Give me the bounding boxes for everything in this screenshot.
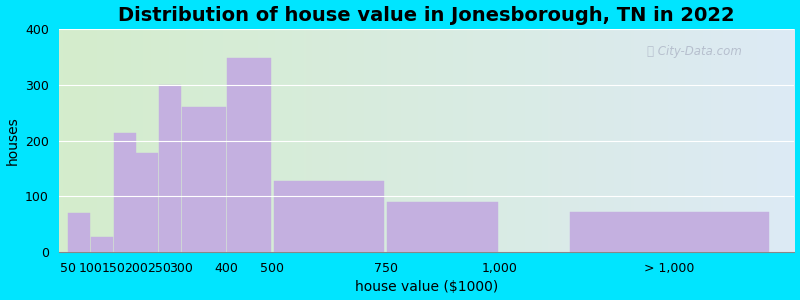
Bar — [274, 181, 384, 252]
Bar — [68, 213, 90, 252]
Bar — [570, 212, 769, 252]
Title: Distribution of house value in Jonesborough, TN in 2022: Distribution of house value in Jonesboro… — [118, 6, 735, 25]
Bar — [182, 107, 226, 252]
Bar — [91, 236, 113, 252]
Bar — [387, 202, 498, 252]
Text: ⓘ City-Data.com: ⓘ City-Data.com — [647, 44, 742, 58]
Bar — [114, 133, 135, 252]
Bar — [227, 58, 271, 252]
Y-axis label: houses: houses — [6, 116, 19, 165]
Bar — [159, 85, 181, 252]
Bar — [136, 153, 158, 252]
X-axis label: house value ($1000): house value ($1000) — [355, 280, 498, 294]
